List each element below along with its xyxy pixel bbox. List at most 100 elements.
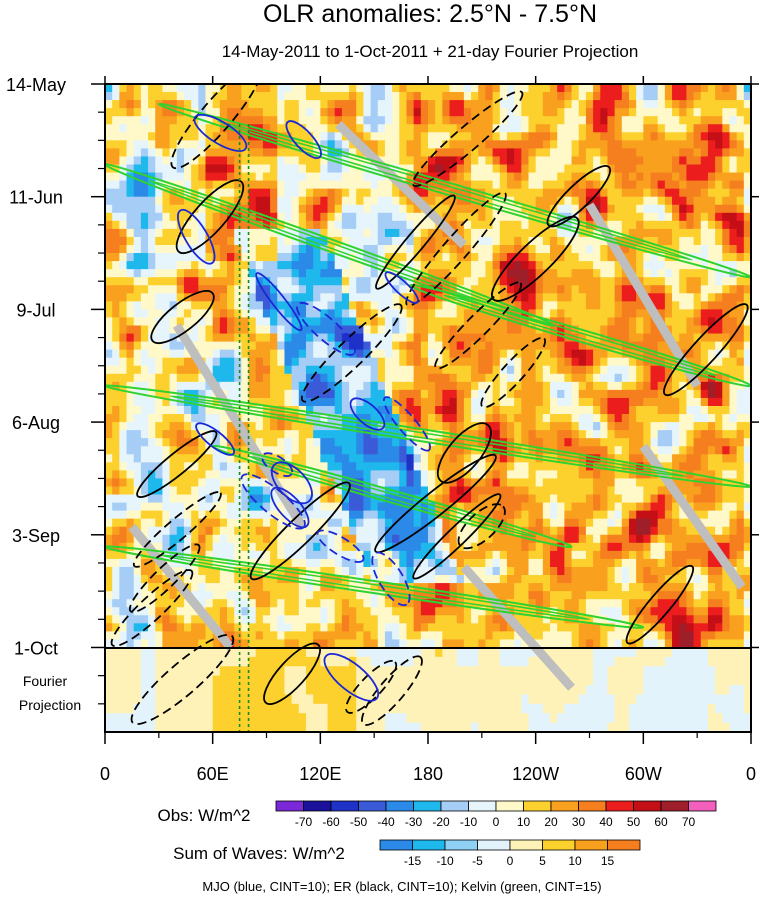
obs-cell <box>241 172 250 182</box>
obs-cell <box>729 430 738 439</box>
obs-cell <box>370 188 379 198</box>
obs-cell <box>298 156 307 166</box>
obs-cell <box>564 357 573 367</box>
obs-cell <box>578 510 587 520</box>
obs-cell <box>399 116 408 125</box>
obs-cell <box>521 285 530 294</box>
obs-cell <box>600 204 609 214</box>
obs-cell <box>183 446 192 455</box>
obs-cell <box>621 132 630 141</box>
obs-cell <box>607 204 616 214</box>
obs-cell <box>700 261 709 270</box>
obs-cell <box>428 325 436 335</box>
obs-cell <box>564 180 573 190</box>
obs-cell <box>384 357 393 367</box>
obs-cell <box>550 204 558 214</box>
obs-cell <box>593 261 601 270</box>
obs-cell <box>657 196 666 206</box>
obs-cell <box>715 244 723 254</box>
obs-cell <box>126 510 135 520</box>
obs-cell <box>169 478 178 488</box>
obs-cell <box>370 365 379 375</box>
obs-cell <box>305 92 314 101</box>
obs-cell <box>162 438 171 447</box>
obs-cell <box>736 422 745 431</box>
obs-cell <box>327 261 336 270</box>
obs-cell <box>442 204 451 214</box>
obs-cell <box>183 285 192 294</box>
obs-cell <box>743 357 751 367</box>
obs-cell <box>148 116 156 125</box>
obs-cell <box>119 365 128 375</box>
obs-cell <box>743 494 751 504</box>
obs-cell <box>693 414 702 423</box>
obs-cell <box>370 212 379 222</box>
obs-cell <box>542 365 551 375</box>
obs-cell <box>399 454 408 463</box>
obs-cell <box>535 285 544 294</box>
obs-cell <box>736 196 745 206</box>
obs-cell <box>133 293 142 302</box>
obs-cell <box>392 293 400 302</box>
obs-cell <box>707 301 716 310</box>
obs-cell <box>191 470 199 480</box>
obs-cell <box>528 357 537 367</box>
obs-cell <box>729 414 738 423</box>
obs-cell <box>672 518 680 528</box>
obs-cell <box>672 236 680 246</box>
obs-cell <box>557 140 565 149</box>
obs-cell <box>313 478 321 488</box>
obs-cell <box>722 301 731 310</box>
obs-cell <box>384 373 393 383</box>
obs-cell <box>607 357 616 367</box>
obs-cell <box>557 357 565 367</box>
obs-cell <box>700 204 709 214</box>
obs-cell <box>571 365 580 375</box>
obs-cell <box>155 293 164 302</box>
obs-cell <box>585 317 594 327</box>
obs-cell <box>176 148 185 158</box>
obs-cell <box>176 220 185 230</box>
obs-cell <box>650 446 659 455</box>
obs-cell <box>140 422 149 431</box>
obs-cell <box>521 124 530 133</box>
obs-cell <box>270 341 278 351</box>
obs-cell <box>148 228 156 238</box>
obs-cell <box>449 510 458 520</box>
obs-cell <box>119 341 128 351</box>
obs-cell <box>693 180 702 190</box>
obs-cell <box>672 365 680 375</box>
obs-cell <box>284 389 293 399</box>
obs-cell <box>535 430 544 439</box>
obs-cell <box>370 196 379 206</box>
obs-cell <box>535 397 544 407</box>
obs-cell <box>384 148 393 158</box>
obs-cell <box>105 84 113 93</box>
obs-cell <box>313 486 321 496</box>
obs-cell <box>636 349 644 359</box>
obs-cell <box>435 414 443 423</box>
obs-cell <box>399 92 408 101</box>
obs-cell <box>126 108 135 117</box>
obs-cell <box>585 341 594 351</box>
obs-cell <box>313 164 321 174</box>
obs-cell <box>320 373 329 383</box>
obs-cell <box>715 502 723 512</box>
obs-cell <box>506 365 515 375</box>
obs-cell <box>506 462 515 471</box>
obs-cell <box>571 341 580 351</box>
obs-cell <box>679 116 687 125</box>
obs-cell <box>672 405 680 415</box>
obs-cell <box>183 430 192 439</box>
obs-cell <box>262 261 271 270</box>
obs-cell <box>743 196 751 206</box>
obs-cell <box>614 486 623 496</box>
obs-cell <box>672 253 680 262</box>
obs-cell <box>492 269 501 278</box>
obs-cell <box>542 333 551 343</box>
obs-cell <box>679 220 687 230</box>
obs-cell <box>628 108 637 117</box>
obs-cell <box>119 228 128 238</box>
obs-cell <box>564 317 573 327</box>
obs-cell <box>693 188 702 198</box>
